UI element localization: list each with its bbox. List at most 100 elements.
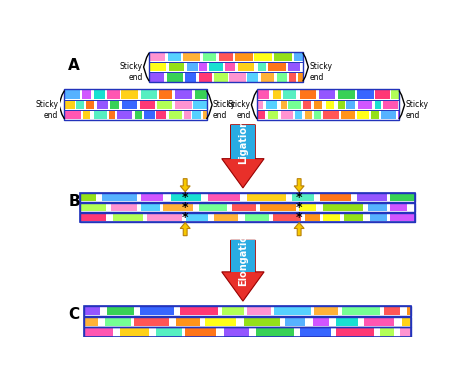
Bar [175, 100, 191, 109]
Bar [172, 100, 175, 109]
Bar [160, 203, 164, 211]
Bar [200, 317, 205, 326]
Bar [274, 53, 292, 61]
Bar [149, 63, 166, 71]
Bar [263, 100, 266, 109]
Bar [131, 317, 135, 326]
Bar [135, 111, 142, 119]
Bar [281, 100, 287, 109]
Bar [169, 111, 182, 119]
Bar [193, 100, 207, 109]
Bar [164, 193, 171, 201]
Bar [240, 193, 247, 201]
Bar [293, 111, 295, 119]
Bar [64, 100, 74, 109]
Bar [166, 63, 169, 71]
Bar [80, 202, 415, 212]
Bar [341, 111, 355, 119]
Bar [149, 52, 303, 83]
Bar [390, 90, 392, 99]
Bar [374, 328, 380, 337]
Bar [370, 213, 387, 221]
Bar [345, 100, 346, 109]
Bar [407, 306, 411, 315]
Bar [380, 306, 383, 315]
Bar [216, 328, 224, 337]
Bar [143, 213, 146, 221]
Bar [236, 317, 244, 326]
Bar [141, 193, 164, 201]
FancyArrow shape [180, 179, 190, 192]
Bar [356, 111, 369, 119]
Bar [184, 111, 191, 119]
Bar [212, 73, 214, 81]
Bar [83, 316, 411, 327]
Bar [286, 193, 292, 201]
Bar [208, 213, 214, 221]
Bar [144, 111, 155, 119]
Bar [314, 193, 320, 201]
Bar [299, 203, 316, 211]
Bar [335, 90, 338, 99]
Text: Sticky
end: Sticky end [309, 63, 332, 82]
Bar [193, 203, 199, 211]
Bar [132, 111, 135, 119]
Bar [86, 100, 94, 109]
Text: Sticky
end: Sticky end [35, 100, 58, 119]
Bar [83, 316, 411, 327]
Bar [321, 111, 323, 119]
Bar [155, 100, 157, 109]
Bar [305, 213, 320, 221]
Bar [337, 100, 345, 109]
Bar [334, 100, 337, 109]
Bar [285, 317, 305, 326]
Bar [109, 111, 115, 119]
Bar [110, 100, 119, 109]
Bar [270, 213, 273, 221]
Bar [84, 100, 86, 109]
Bar [107, 111, 109, 119]
Bar [122, 100, 137, 109]
Bar [208, 193, 240, 201]
Bar [64, 90, 80, 99]
Bar [83, 306, 411, 316]
Bar [394, 317, 401, 326]
Bar [165, 53, 168, 61]
Bar [105, 90, 107, 99]
Bar [289, 73, 296, 81]
Bar [94, 90, 105, 99]
Bar [80, 203, 106, 211]
Bar [357, 193, 387, 201]
Bar [320, 193, 351, 201]
Bar [258, 73, 261, 81]
Bar [400, 328, 411, 337]
Bar [257, 89, 399, 120]
Bar [380, 111, 381, 119]
Bar [323, 213, 340, 221]
Bar [254, 63, 258, 71]
Bar [295, 111, 302, 119]
Bar [80, 202, 415, 212]
Bar [268, 111, 278, 119]
Bar [74, 100, 76, 109]
Bar [246, 73, 247, 81]
Bar [391, 193, 415, 201]
Bar [355, 111, 356, 119]
Bar [169, 63, 184, 71]
Bar [80, 90, 82, 99]
Bar [149, 52, 303, 83]
Bar [338, 90, 355, 99]
Bar [195, 90, 207, 99]
Bar [164, 203, 193, 211]
Bar [351, 193, 357, 201]
Text: *: * [296, 191, 302, 204]
Bar [191, 90, 195, 99]
Bar [80, 193, 96, 201]
Bar [256, 203, 260, 211]
Bar [174, 306, 180, 315]
Bar [182, 213, 186, 221]
Bar [368, 203, 387, 211]
FancyArrow shape [294, 222, 304, 236]
Bar [355, 90, 357, 99]
Text: *: * [296, 211, 302, 224]
